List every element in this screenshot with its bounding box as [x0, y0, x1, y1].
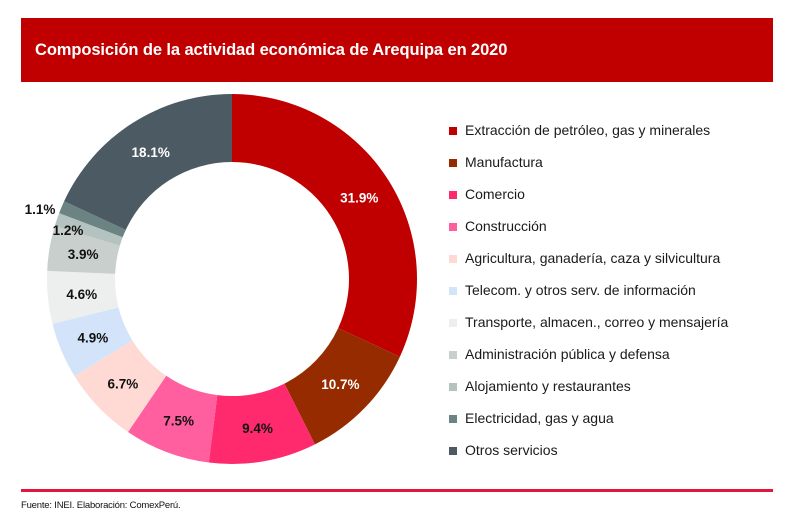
slice-data-label: 1.1%	[25, 202, 56, 217]
legend-label: Transporte, almacen., correo y mensajerí…	[465, 314, 729, 330]
donut-slice	[64, 94, 232, 230]
footer-divider	[21, 489, 773, 492]
legend-swatch-icon	[449, 255, 457, 263]
slice-data-label: 4.9%	[77, 331, 108, 346]
legend-swatch-icon	[449, 351, 457, 359]
donut-slice	[232, 94, 417, 357]
slice-data-label: 9.4%	[242, 421, 273, 436]
legend-label: Construcción	[465, 218, 547, 234]
legend-swatch-icon	[449, 127, 457, 135]
legend-label: Telecom. y otros serv. de información	[465, 282, 696, 298]
donut-slices	[46, 94, 417, 464]
legend-swatch-icon	[449, 159, 457, 167]
legend-label: Otros servicios	[465, 442, 558, 458]
donut-slice	[59, 201, 126, 238]
donut-slice	[47, 226, 120, 274]
legend-swatch-icon	[449, 223, 457, 231]
donut-slice	[284, 328, 400, 445]
donut-slice	[52, 307, 133, 377]
legend-label: Administración pública y defensa	[465, 346, 670, 362]
slice-data-label: 4.6%	[66, 287, 97, 302]
donut-slice	[54, 213, 123, 246]
slice-data-label: 6.7%	[108, 376, 139, 391]
legend-swatch-icon	[449, 383, 457, 391]
slice-data-label: 31.9%	[340, 191, 378, 206]
chart-title-banner: Composición de la actividad económica de…	[21, 18, 773, 82]
legend-label: Alojamiento y restaurantes	[465, 378, 631, 394]
donut-slice	[208, 383, 315, 464]
legend-label: Manufactura	[465, 154, 543, 170]
slice-labels: 31.9% 10.7% 9.4% 7.5% 6.7% 4.9% 4.6% 3.9% 1.2% 1.…	[25, 145, 379, 436]
legend-swatch-icon	[449, 447, 457, 455]
slice-data-label: 3.9%	[68, 247, 99, 262]
slice-data-label: 1.2%	[53, 223, 84, 238]
legend-swatch-icon	[449, 287, 457, 295]
chart-title: Composición de la actividad económica de…	[35, 41, 508, 59]
legend-label: Agricultura, ganadería, caza y silvicult…	[465, 250, 721, 266]
legend-swatch-icon	[449, 319, 457, 327]
slice-data-label: 10.7%	[321, 377, 359, 392]
legend-label: Electricidad, gas y agua	[465, 410, 614, 426]
legend-swatch-icon	[449, 415, 457, 423]
legend-swatch-icon	[449, 191, 457, 199]
legend-label: Extracción de petróleo, gas y minerales	[465, 122, 711, 138]
source-note: Fuente: INEI. Elaboración: ComexPerú.	[21, 500, 181, 511]
slice-data-label: 18.1%	[132, 145, 170, 160]
donut-slice	[128, 375, 218, 463]
donut-slice	[74, 340, 167, 433]
donut-slice	[46, 270, 119, 324]
legend-label: Comercio	[465, 186, 525, 202]
slice-data-label: 7.5%	[163, 413, 194, 428]
